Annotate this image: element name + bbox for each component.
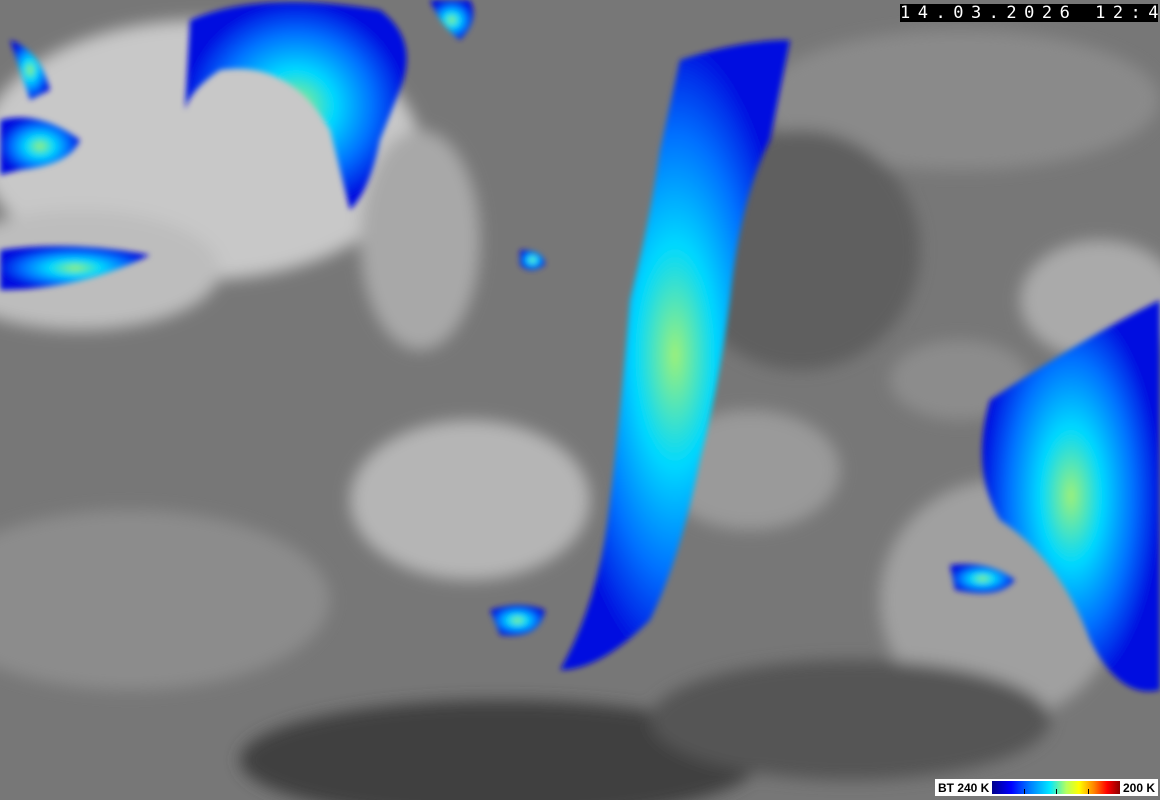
legend-tick [1056, 789, 1058, 794]
legend-tick [1088, 789, 1090, 794]
timestamp: 14.03.2026 12:45 [900, 3, 1160, 23]
color-legend: BT 240 K 200 K [935, 779, 1158, 796]
legend-max-label: 200 K [1122, 780, 1155, 795]
legend-min-label: BT 240 K [938, 780, 990, 795]
color-bar [992, 781, 1120, 794]
cold-cloud-tops [0, 0, 1160, 692]
legend-tick [1024, 789, 1026, 794]
